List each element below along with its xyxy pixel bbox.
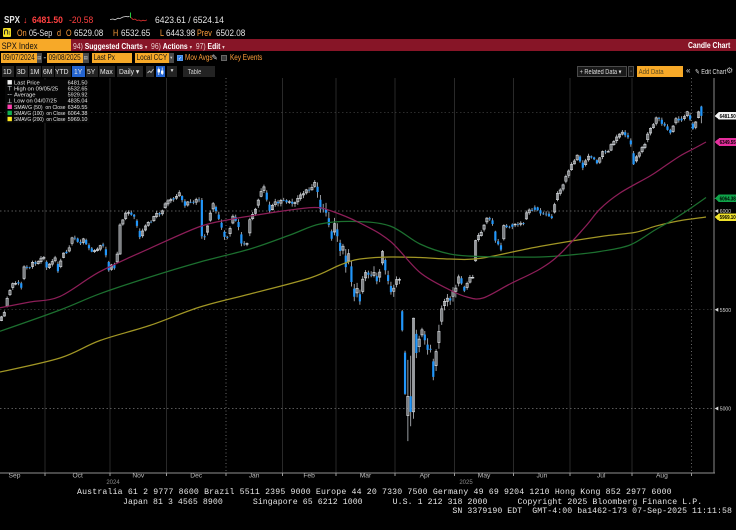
svg-text:6000: 6000 bbox=[720, 209, 731, 215]
svg-text:Aug: Aug bbox=[656, 473, 668, 480]
svg-text:5969.10: 5969.10 bbox=[68, 117, 88, 123]
svg-text:High on 09/05/25: High on 09/05/25 bbox=[14, 86, 58, 92]
svg-text:5929.92: 5929.92 bbox=[68, 93, 88, 99]
svg-text:6349.55: 6349.55 bbox=[720, 140, 736, 146]
svg-text:Feb: Feb bbox=[303, 473, 315, 480]
svg-text:May: May bbox=[478, 473, 491, 480]
svg-text:6532.65: 6532.65 bbox=[68, 86, 88, 92]
svg-text:Low on 04/07/25: Low on 04/07/25 bbox=[14, 99, 57, 105]
svg-text:6064.38: 6064.38 bbox=[68, 111, 88, 117]
svg-text:5969.10: 5969.10 bbox=[720, 215, 736, 221]
svg-text:Last Price: Last Price bbox=[14, 80, 40, 86]
svg-text:Dec: Dec bbox=[190, 473, 203, 480]
svg-text:Oct: Oct bbox=[72, 473, 83, 480]
svg-text:Sep: Sep bbox=[9, 473, 21, 480]
svg-text:Jun: Jun bbox=[537, 473, 548, 480]
svg-text:6064.38: 6064.38 bbox=[720, 196, 736, 202]
svg-text:Apr: Apr bbox=[420, 473, 431, 480]
svg-text:SMAVG (200) on Close: SMAVG (200) on Close bbox=[14, 117, 66, 123]
svg-text:Mar: Mar bbox=[360, 473, 372, 480]
svg-text:6481.50: 6481.50 bbox=[720, 114, 736, 120]
svg-text:Nov: Nov bbox=[132, 473, 145, 480]
svg-text:6481.50: 6481.50 bbox=[68, 80, 88, 86]
svg-text:Average: Average bbox=[14, 93, 36, 99]
svg-text:4835.04: 4835.04 bbox=[68, 99, 88, 105]
svg-text:6349.55: 6349.55 bbox=[68, 105, 88, 111]
svg-text:Jul: Jul bbox=[597, 473, 606, 480]
svg-text:Jan: Jan bbox=[249, 473, 260, 480]
svg-text:2025: 2025 bbox=[459, 480, 473, 486]
svg-text:SMAVG (100) on Close: SMAVG (100) on Close bbox=[14, 111, 66, 117]
svg-text:5000: 5000 bbox=[720, 407, 731, 413]
svg-text:5500: 5500 bbox=[720, 308, 731, 314]
svg-text:SMAVG (50) on Close: SMAVG (50) on Close bbox=[14, 105, 66, 111]
svg-text:2024: 2024 bbox=[106, 480, 120, 486]
